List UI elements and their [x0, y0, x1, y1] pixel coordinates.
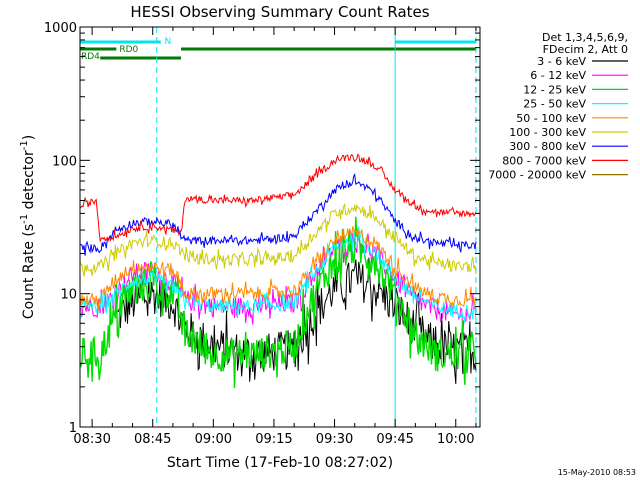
- x-tick-label-0: 08:30: [73, 432, 110, 447]
- y-tick-label-1: 10: [60, 288, 77, 303]
- legend-label-8: 7000 - 20000 keV: [488, 169, 586, 182]
- legend-label-4: 50 - 100 keV: [516, 112, 586, 125]
- legend-label-2: 12 - 25 keV: [523, 83, 586, 96]
- legend-label-1: 6 - 12 keV: [530, 69, 586, 82]
- series-lines: [80, 155, 476, 389]
- y-axis-label: Count Rate (s-1 detector-1): [19, 135, 37, 319]
- x-tick-label-1: 08:45: [134, 432, 171, 447]
- legend-label-3: 25 - 50 keV: [523, 98, 586, 111]
- legend-label-7: 800 - 7000 keV: [502, 154, 586, 167]
- series-line-7: [80, 155, 476, 241]
- x-tick-label-2: 09:00: [195, 432, 232, 447]
- x-tick-label-4: 09:30: [316, 432, 353, 447]
- y-tick-label-2: 100: [52, 154, 77, 169]
- y-tick-label-3: 1000: [44, 21, 77, 36]
- x-tick-label-3: 09:15: [255, 432, 292, 447]
- count-rate-chart: HESSI Observing Summary Count Rates N RD0…: [0, 0, 640, 480]
- footer-date: 15-May-2010 08:53: [558, 468, 636, 477]
- series-line-6: [80, 175, 476, 256]
- x-tick-label-5: 09:45: [376, 432, 413, 447]
- legend-label-6: 300 - 800 keV: [509, 140, 586, 153]
- flag-label-n: N: [164, 37, 171, 47]
- x-tick-label-6: 10:00: [437, 432, 474, 447]
- legend-label-5: 100 - 300 keV: [509, 126, 586, 139]
- legend: Det 1,3,4,5,6,9,FDecim 2, Att 03 - 6 keV…: [488, 31, 628, 182]
- chart-title: HESSI Observing Summary Count Rates: [130, 3, 429, 21]
- flag-label-rd0: RD0: [119, 45, 138, 55]
- x-axis-label: Start Time (17-Feb-10 08:27:02): [167, 455, 393, 471]
- legend-label-0: 3 - 6 keV: [537, 55, 586, 68]
